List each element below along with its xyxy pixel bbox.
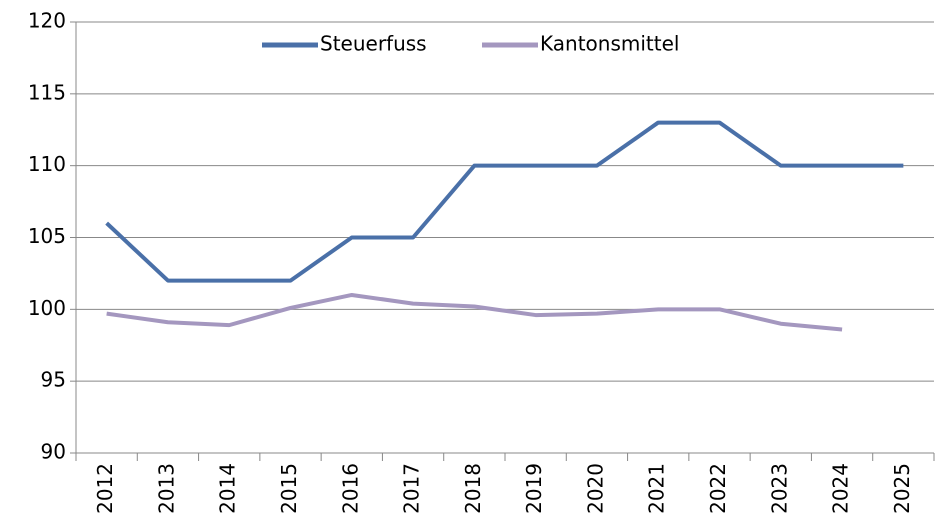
x-tick-label: 2025 [890, 463, 914, 514]
y-tick-label: 110 [28, 152, 66, 176]
x-tick-label: 2024 [829, 463, 853, 514]
x-tick-label: 2016 [338, 463, 362, 514]
x-tick-label: 2019 [522, 463, 546, 514]
x-tick-label: 2015 [277, 463, 301, 514]
x-tick-label: 2014 [216, 463, 240, 514]
x-tick-label: 2017 [400, 463, 424, 514]
series-line [106, 292, 843, 332]
y-tick-label: 100 [28, 296, 66, 320]
x-tick-label: 2023 [767, 463, 791, 514]
legend-label: Kantonsmittel [540, 32, 679, 56]
series-line [105, 120, 904, 283]
x-tick-label: 2012 [93, 463, 117, 514]
x-tick-label: 2020 [583, 463, 607, 514]
y-tick-label: 115 [28, 80, 66, 104]
y-tick-label: 120 [28, 9, 66, 33]
legend-label: Steuerfuss [320, 32, 427, 56]
x-tick-label: 2022 [706, 463, 730, 514]
y-tick-label: 90 [41, 440, 66, 464]
x-tick-label: 2013 [154, 463, 178, 514]
x-tick-label: 2018 [461, 463, 485, 514]
x-tick-label: 2021 [645, 463, 669, 514]
y-tick-label: 95 [41, 368, 66, 392]
y-tick-label: 105 [28, 224, 66, 248]
